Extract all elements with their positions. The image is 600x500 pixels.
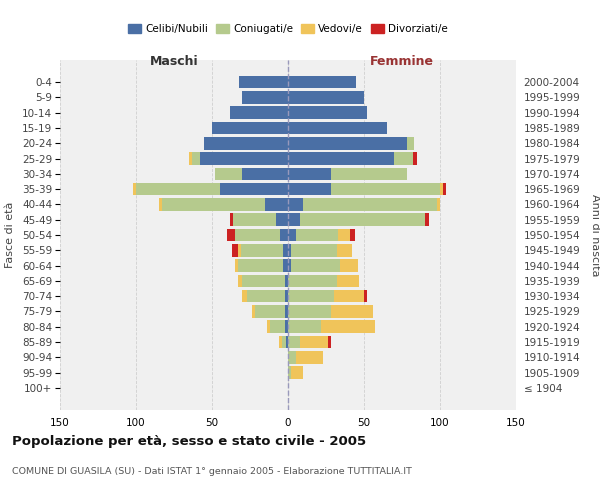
Text: COMUNE DI GUASILA (SU) - Dati ISTAT 1° gennaio 2005 - Elaborazione TUTTITALIA.IT: COMUNE DI GUASILA (SU) - Dati ISTAT 1° g…: [12, 468, 412, 476]
Bar: [247, 290, 285, 302]
Bar: [192, 152, 200, 165]
Bar: [288, 122, 387, 134]
Bar: [288, 228, 296, 241]
Bar: [232, 244, 238, 256]
Text: Maschi: Maschi: [149, 56, 199, 68]
Bar: [337, 274, 359, 287]
Bar: [437, 198, 440, 210]
Bar: [235, 228, 280, 241]
Y-axis label: Anni di nascita: Anni di nascita: [590, 194, 600, 276]
Bar: [220, 183, 288, 196]
Bar: [296, 228, 338, 241]
Bar: [288, 106, 367, 119]
Bar: [205, 137, 288, 149]
Bar: [288, 214, 300, 226]
Bar: [239, 76, 288, 88]
Bar: [303, 198, 437, 210]
Bar: [364, 290, 367, 302]
Bar: [291, 244, 337, 256]
Bar: [242, 168, 288, 180]
Bar: [270, 320, 285, 333]
Bar: [279, 336, 282, 348]
Text: Popolazione per età, sesso e stato civile - 2005: Popolazione per età, sesso e stato civil…: [12, 435, 366, 448]
Bar: [285, 290, 288, 302]
Bar: [283, 260, 288, 272]
Bar: [235, 260, 238, 272]
Bar: [288, 320, 322, 333]
Bar: [238, 260, 283, 272]
Bar: [288, 366, 291, 379]
Bar: [288, 168, 331, 180]
Bar: [215, 168, 242, 180]
Bar: [227, 228, 235, 241]
Bar: [296, 351, 323, 364]
Bar: [267, 320, 270, 333]
Bar: [282, 336, 286, 348]
Bar: [331, 305, 373, 318]
Bar: [265, 198, 288, 210]
Bar: [288, 152, 394, 165]
Bar: [285, 274, 288, 287]
Bar: [283, 244, 288, 256]
Bar: [241, 244, 283, 256]
Bar: [286, 336, 288, 348]
Bar: [328, 336, 331, 348]
Bar: [288, 290, 334, 302]
Bar: [300, 214, 425, 226]
Bar: [331, 183, 440, 196]
Bar: [288, 137, 407, 149]
Bar: [238, 274, 242, 287]
Bar: [242, 91, 288, 104]
Bar: [276, 214, 288, 226]
Bar: [230, 214, 233, 226]
Bar: [331, 168, 407, 180]
Bar: [443, 183, 446, 196]
Bar: [407, 137, 414, 149]
Bar: [285, 320, 288, 333]
Bar: [425, 214, 430, 226]
Bar: [212, 122, 288, 134]
Bar: [288, 260, 291, 272]
Bar: [334, 290, 364, 302]
Bar: [288, 183, 331, 196]
Bar: [288, 351, 296, 364]
Bar: [440, 183, 443, 196]
Bar: [200, 152, 288, 165]
Bar: [288, 274, 337, 287]
Bar: [288, 244, 291, 256]
Bar: [162, 198, 265, 210]
Bar: [337, 244, 352, 256]
Bar: [288, 305, 331, 318]
Bar: [413, 152, 417, 165]
Bar: [230, 106, 288, 119]
Bar: [350, 228, 355, 241]
Bar: [291, 260, 340, 272]
Bar: [291, 366, 303, 379]
Bar: [288, 76, 356, 88]
Text: Femmine: Femmine: [370, 56, 434, 68]
Bar: [251, 305, 254, 318]
Bar: [300, 336, 328, 348]
Bar: [189, 152, 192, 165]
Bar: [254, 305, 285, 318]
Bar: [280, 228, 288, 241]
Bar: [288, 198, 303, 210]
Bar: [340, 260, 358, 272]
Legend: Celibi/Nubili, Coniugati/e, Vedovi/e, Divorziati/e: Celibi/Nubili, Coniugati/e, Vedovi/e, Di…: [124, 20, 452, 38]
Bar: [322, 320, 374, 333]
Bar: [242, 290, 247, 302]
Bar: [285, 305, 288, 318]
Bar: [394, 152, 413, 165]
Bar: [159, 198, 162, 210]
Bar: [136, 183, 220, 196]
Bar: [133, 183, 136, 196]
Bar: [288, 336, 300, 348]
Bar: [233, 214, 276, 226]
Bar: [288, 91, 364, 104]
Bar: [238, 244, 241, 256]
Y-axis label: Fasce di età: Fasce di età: [5, 202, 15, 268]
Bar: [338, 228, 350, 241]
Bar: [242, 274, 285, 287]
